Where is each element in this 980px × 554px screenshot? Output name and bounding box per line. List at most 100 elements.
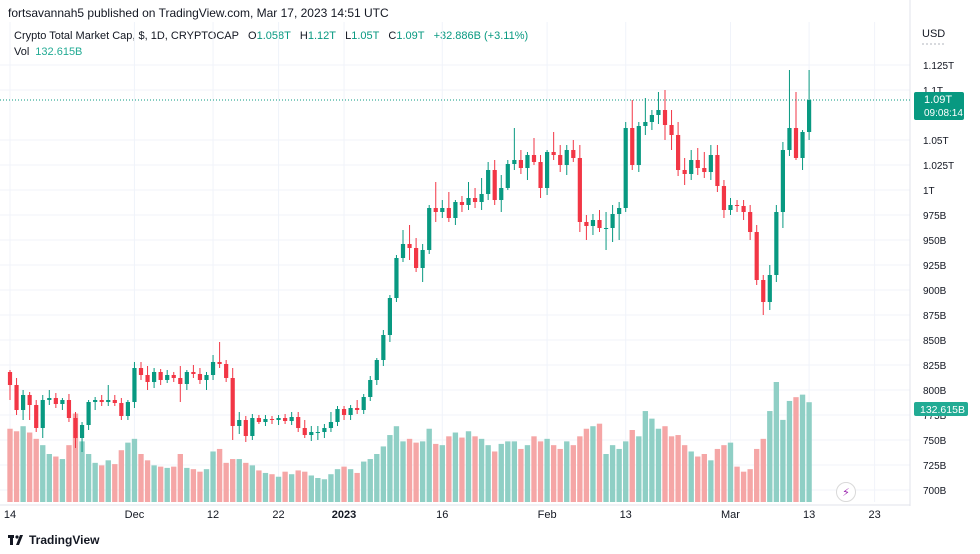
volume-bar bbox=[105, 460, 111, 502]
time-axis: 14 Dec 12 22 2023 16 Feb 13 Mar 13 23 bbox=[4, 509, 881, 521]
volume-bar bbox=[262, 472, 269, 502]
candle-body bbox=[73, 418, 78, 438]
volume-label[interactable]: Vol bbox=[14, 46, 30, 58]
volume-bar bbox=[46, 454, 52, 502]
candle-body bbox=[60, 400, 65, 404]
volume-bar bbox=[380, 446, 387, 502]
volume-bar bbox=[681, 445, 688, 502]
volume-bar bbox=[13, 431, 20, 502]
volume-bar bbox=[374, 454, 380, 502]
candle-body bbox=[597, 220, 602, 228]
candle-body bbox=[643, 122, 648, 126]
volume-bar bbox=[347, 469, 354, 502]
volume-bar bbox=[190, 469, 197, 502]
candle-body bbox=[387, 298, 392, 335]
volume-bar bbox=[393, 426, 400, 502]
open-label: O bbox=[248, 30, 257, 42]
volume-bar bbox=[754, 448, 760, 502]
volume-bar bbox=[203, 469, 210, 502]
volume-bar bbox=[465, 431, 472, 502]
volume-bar bbox=[308, 475, 314, 502]
candle-body bbox=[492, 170, 497, 200]
x-tick-label: Dec bbox=[125, 509, 145, 521]
volume-bar bbox=[7, 428, 13, 502]
candle-body bbox=[754, 232, 759, 280]
volume-bar bbox=[419, 441, 426, 502]
volume-badge-label: 132.615B bbox=[920, 404, 965, 416]
volume-bar bbox=[66, 445, 72, 502]
candle-body bbox=[184, 372, 189, 384]
candle-body bbox=[800, 132, 805, 158]
high-value: 1.12T bbox=[307, 30, 337, 42]
symbol-title[interactable]: Crypto Total Market Cap, $, 1D, CRYPTOCA… bbox=[14, 30, 239, 42]
volume-bar bbox=[590, 426, 596, 502]
volume-bar bbox=[439, 445, 445, 502]
candle-body bbox=[466, 198, 471, 205]
y-tick-label: 850B bbox=[923, 336, 947, 347]
volume-bar bbox=[99, 465, 105, 502]
candle-body bbox=[505, 164, 510, 188]
candle-body bbox=[79, 425, 85, 438]
candle-body bbox=[289, 417, 294, 421]
candle-body bbox=[531, 155, 537, 162]
volume-bar bbox=[799, 394, 806, 502]
candle-body bbox=[112, 400, 117, 403]
y-tick-label: 775B bbox=[923, 411, 947, 422]
volume-bar bbox=[334, 469, 341, 502]
volume-bar bbox=[675, 435, 681, 502]
candle-body bbox=[453, 202, 458, 218]
y-tick-label: 700B bbox=[923, 486, 947, 497]
volume-bar bbox=[478, 438, 485, 502]
candle-body bbox=[630, 128, 635, 165]
candle-body bbox=[676, 135, 681, 170]
candle-body bbox=[564, 150, 569, 165]
candle-body bbox=[512, 160, 517, 164]
low-value: 1.05T bbox=[351, 30, 380, 42]
volume-bar bbox=[256, 470, 262, 502]
candle-body bbox=[741, 206, 746, 212]
candle-body bbox=[158, 372, 163, 380]
volume-bar bbox=[131, 438, 138, 502]
volume-bar bbox=[649, 418, 655, 502]
candle-body bbox=[197, 374, 203, 380]
volume-bar bbox=[708, 460, 714, 502]
volume-bar bbox=[184, 467, 190, 502]
volume-bar bbox=[249, 465, 256, 502]
x-tick-label: 22 bbox=[272, 509, 284, 521]
volume-bar bbox=[341, 466, 347, 502]
y-tick-label: 1.025T bbox=[923, 161, 954, 172]
candle-body bbox=[518, 160, 523, 168]
tradingview-logo[interactable]: TradingView bbox=[8, 533, 99, 547]
volume-bar bbox=[623, 441, 629, 502]
volume-bar bbox=[282, 471, 288, 502]
candle-body bbox=[7, 372, 13, 385]
volume-bar bbox=[518, 448, 524, 502]
lightning-icon[interactable]: ⚡ bbox=[836, 482, 856, 502]
volume-bar bbox=[33, 438, 39, 502]
volume-bar bbox=[112, 464, 118, 502]
volume-badge bbox=[914, 402, 968, 416]
volume-bar bbox=[85, 454, 92, 502]
volume-bar bbox=[138, 454, 144, 502]
volume-bar bbox=[459, 437, 465, 502]
y-tick-label: 900B bbox=[923, 286, 947, 297]
volume-value: 132.615B bbox=[35, 46, 83, 58]
candle-body bbox=[780, 150, 785, 212]
candle-body bbox=[224, 364, 229, 378]
volume-bar bbox=[275, 476, 282, 502]
candle-body bbox=[787, 128, 792, 150]
price-axis: 1.125T 1.1T 1.05T 1.025T 1T 975B 950B 925B 900B 8… bbox=[923, 61, 954, 497]
volume-bar bbox=[59, 459, 66, 502]
last-price-label: 1.09T bbox=[924, 94, 952, 106]
volume-bars bbox=[7, 382, 812, 502]
volume-bar bbox=[505, 441, 511, 502]
candle-body bbox=[603, 228, 609, 229]
volume-bar bbox=[236, 459, 242, 502]
candle-body bbox=[538, 162, 543, 188]
candle-body bbox=[807, 100, 812, 132]
candle-body bbox=[656, 110, 661, 115]
candle-body bbox=[748, 212, 753, 232]
currency-label[interactable]: USD bbox=[922, 28, 946, 40]
volume-bar bbox=[786, 400, 793, 502]
